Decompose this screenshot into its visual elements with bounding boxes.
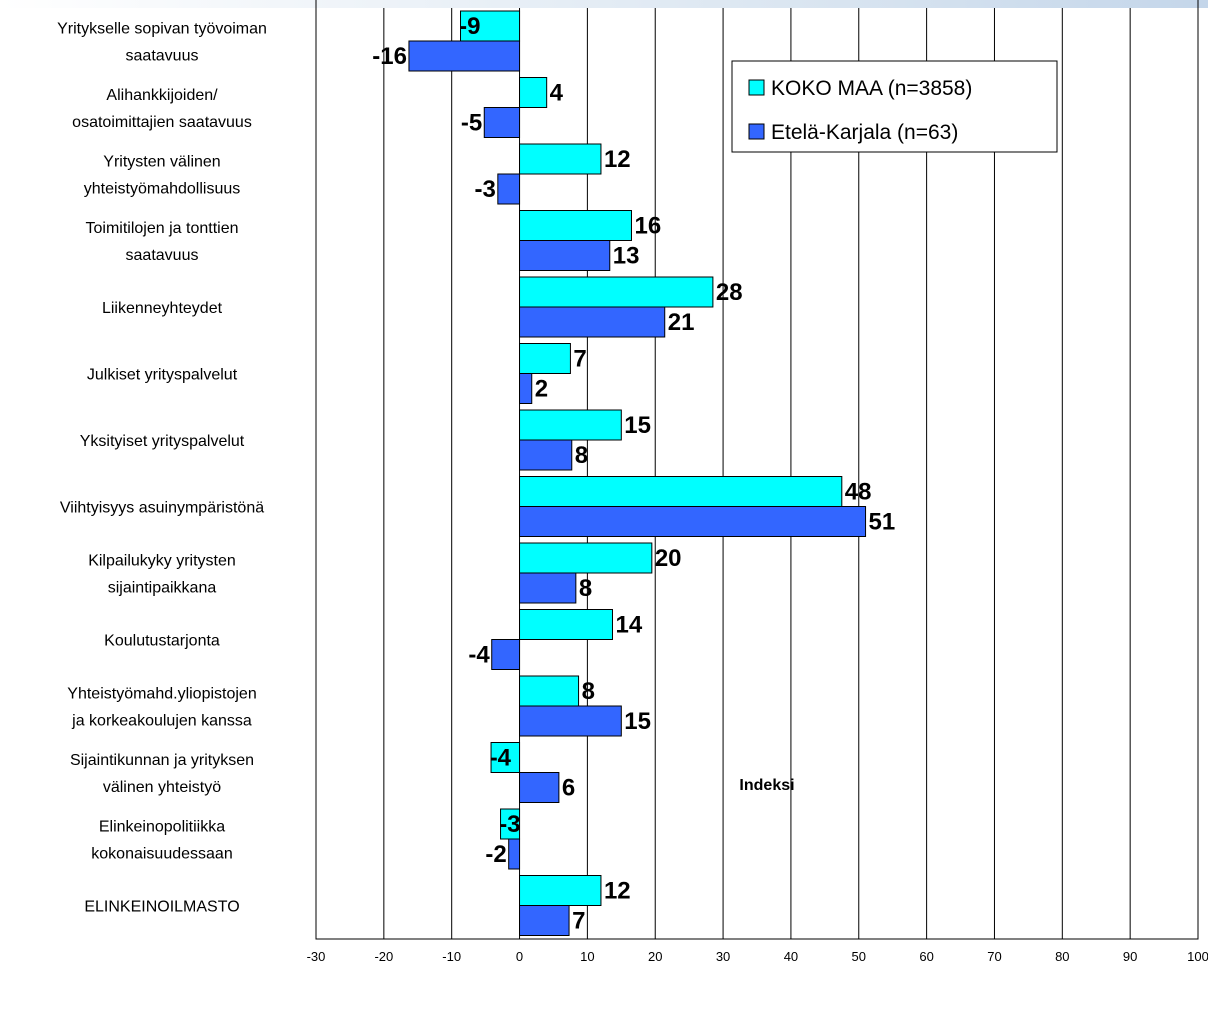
bar-koko-maa bbox=[519, 409, 622, 441]
legend-swatch-koko-maa bbox=[748, 79, 765, 96]
bar-etela-karjala bbox=[519, 306, 666, 338]
x-tick-label: -30 bbox=[307, 949, 326, 964]
x-tick-label: -10 bbox=[442, 949, 461, 964]
value-label: -4 bbox=[468, 642, 490, 669]
bar-koko-maa bbox=[519, 542, 653, 574]
value-label: 51 bbox=[869, 509, 896, 536]
bar-koko-maa bbox=[519, 609, 613, 640]
bar-koko-maa bbox=[519, 210, 632, 241]
value-label: -3 bbox=[474, 176, 495, 203]
bar-etela-karjala bbox=[491, 639, 521, 670]
x-tick-labels: -30 -20 -10 0 10 20 30 40 50 60 70 80 90 100 bbox=[307, 949, 1208, 964]
value-label: 15 bbox=[624, 708, 651, 735]
x-tick-label: 90 bbox=[1123, 949, 1137, 964]
value-label: -5 bbox=[461, 110, 482, 137]
bar-etela-karjala bbox=[508, 838, 521, 870]
bar-koko-maa bbox=[519, 675, 580, 707]
value-label: 7 bbox=[572, 908, 585, 935]
value-label: 14 bbox=[615, 612, 642, 639]
bar-koko-maa bbox=[519, 476, 843, 507]
category-label: Yritykselle sopivan työvoiman saatavuus bbox=[57, 21, 267, 65]
bar-koko-maa bbox=[519, 343, 571, 374]
x-tick-label: -20 bbox=[374, 949, 393, 964]
x-tick-label: 30 bbox=[716, 949, 730, 964]
bar-etela-karjala bbox=[483, 107, 521, 138]
bar-etela-karjala bbox=[408, 40, 521, 72]
x-tick-label: 100 bbox=[1187, 949, 1208, 964]
value-label: -4 bbox=[490, 745, 512, 772]
value-label: 20 bbox=[655, 545, 682, 572]
value-label: 7 bbox=[573, 346, 586, 373]
value-label: 16 bbox=[634, 213, 661, 240]
category-label: Alihankkijoiden/osatoimittajien saatavuu… bbox=[72, 87, 252, 131]
legend-label-etela-karjala: Etelä-Karjala (n=63) bbox=[771, 121, 958, 144]
value-label: 12 bbox=[604, 146, 631, 173]
value-label: 48 bbox=[845, 479, 872, 506]
bar-etela-karjala bbox=[519, 373, 533, 404]
bar-etela-karjala bbox=[519, 240, 611, 271]
value-label: -16 bbox=[372, 43, 407, 70]
value-label: 2 bbox=[535, 376, 548, 403]
value-label: 8 bbox=[579, 575, 592, 602]
category-label: Liikenneyhteydet bbox=[102, 300, 223, 317]
bar-koko-maa bbox=[519, 143, 602, 175]
gridlines bbox=[315, 0, 1199, 940]
value-label: 21 bbox=[668, 309, 695, 336]
category-label: Sijaintikunnan ja yrityksen välinen yhtei… bbox=[70, 752, 254, 796]
legend-swatch-etela-karjala bbox=[748, 123, 765, 140]
x-tick-label: 40 bbox=[784, 949, 798, 964]
legend-box bbox=[731, 60, 1058, 153]
value-label: 28 bbox=[716, 279, 743, 306]
bar-etela-karjala bbox=[497, 173, 521, 205]
x-axis-title: Indeksi bbox=[739, 777, 794, 794]
category-label: Elinkeinopolitiikka kokonaisuudessaan bbox=[91, 819, 232, 863]
category-label: Toimitilojen ja tonttien saatavuus bbox=[86, 220, 239, 264]
x-tick-label: 80 bbox=[1055, 949, 1069, 964]
category-label: Yksityiset yrityspalvelut bbox=[80, 433, 245, 450]
value-label: -9 bbox=[459, 13, 480, 40]
category-label: Yhteistyömahd.yliopistojen ja korkeakoulu… bbox=[67, 686, 256, 730]
x-tick-label: 10 bbox=[580, 949, 594, 964]
value-label: -2 bbox=[485, 841, 506, 868]
category-labels: Yritykselle sopivan työvoiman saatavuus Al… bbox=[57, 21, 267, 916]
value-label: 12 bbox=[604, 878, 631, 905]
value-label: 13 bbox=[613, 243, 640, 270]
bar-etela-karjala bbox=[519, 506, 867, 537]
bar-koko-maa bbox=[519, 875, 602, 906]
bar-etela-karjala bbox=[519, 705, 622, 737]
value-labels: -941216287154820148-4-312-16-5-313212851… bbox=[372, 13, 895, 935]
value-label: 4 bbox=[550, 80, 564, 107]
bar-etela-karjala bbox=[519, 772, 560, 803]
bar-etela-karjala bbox=[519, 572, 577, 604]
legend: KOKO MAA (n=3858) Etelä-Karjala (n=63) bbox=[731, 60, 1058, 153]
bar-etela-karjala bbox=[519, 439, 573, 471]
x-tick-label: 20 bbox=[648, 949, 662, 964]
category-label: Yritysten välinen yhteistyömahdollisuus bbox=[84, 154, 241, 198]
bar-etela-karjala bbox=[519, 905, 570, 936]
value-label: 15 bbox=[624, 412, 651, 439]
bars bbox=[408, 10, 867, 936]
value-label: 8 bbox=[582, 678, 595, 705]
category-label: Koulutustarjonta bbox=[104, 633, 220, 650]
value-label: 8 bbox=[575, 442, 588, 469]
x-tick-label: 60 bbox=[919, 949, 933, 964]
category-label: Viihtyisyys asuinympäristönä bbox=[60, 500, 264, 517]
value-label: -3 bbox=[499, 811, 520, 838]
top-gradient-strip bbox=[0, 0, 1208, 8]
x-tick-label: 50 bbox=[852, 949, 866, 964]
x-tick-label: 70 bbox=[987, 949, 1001, 964]
plot-area-border bbox=[315, 0, 1199, 940]
bar-koko-maa bbox=[519, 276, 714, 308]
category-label: Kilpailukyky yritysten sijaintipaikkana bbox=[88, 553, 236, 597]
x-tick-label: 0 bbox=[516, 949, 523, 964]
value-label: 6 bbox=[562, 775, 575, 802]
category-label: ELINKEINOILMASTO bbox=[84, 899, 239, 916]
legend-label-koko-maa: KOKO MAA (n=3858) bbox=[771, 77, 972, 100]
bar-koko-maa bbox=[519, 77, 548, 108]
category-label: Julkiset yrityspalvelut bbox=[87, 367, 238, 384]
bar-koko-maa bbox=[490, 742, 521, 773]
